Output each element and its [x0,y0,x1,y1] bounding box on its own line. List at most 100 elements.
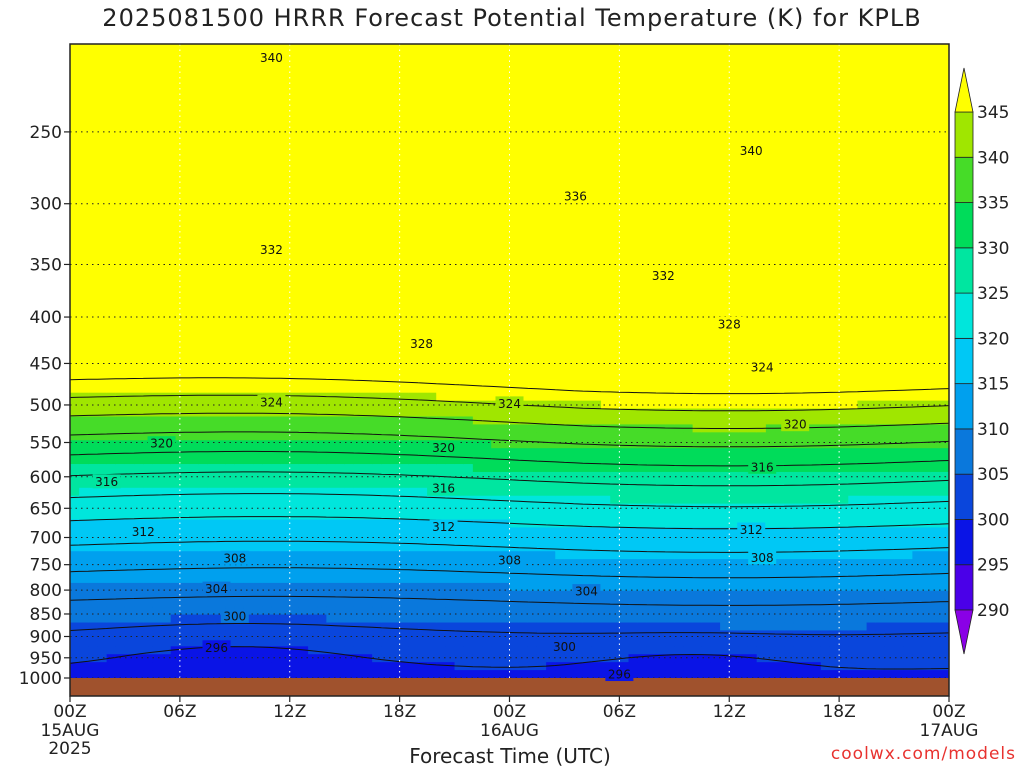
temperature-cell [546,511,556,521]
temperature-cell [170,606,181,616]
temperature-cell [124,226,135,235]
temperature-cell [628,51,639,61]
temperature-cell [234,384,245,394]
temperature-cell [70,83,80,93]
temperature-cell [262,273,273,283]
temperature-cell [363,361,373,370]
temperature-cell [518,186,529,196]
temperature-cell [454,368,465,378]
temperature-cell [271,551,282,560]
temperature-cell [417,226,428,235]
temperature-cell [106,91,117,101]
temperature-cell [445,67,456,77]
temperature-cell [225,479,236,489]
temperature-cell [298,147,309,156]
temperature-cell [198,511,208,521]
temperature-cell [88,234,99,243]
temperature-cell [335,345,346,354]
temperature-cell [189,170,199,180]
temperature-cell [509,464,520,473]
temperature-cell [482,75,492,85]
temperature-cell [317,464,327,473]
temperature-cell [70,622,80,632]
temperature-cell [344,202,355,212]
temperature-cell [390,202,401,212]
temperature-cell [344,535,355,544]
temperature-cell [536,479,547,489]
temperature-cell [427,218,437,227]
temperature-cell [463,44,474,53]
temperature-cell [106,162,117,172]
temperature-cell [198,123,208,132]
temperature-cell [225,59,236,69]
temperature-cell [243,345,254,354]
temperature-cell [152,376,163,386]
temperature-cell [619,257,630,267]
temperature-cell [372,273,382,283]
temperature-cell [344,139,355,148]
temperature-cell [280,479,291,489]
temperature-cell [573,345,584,354]
temperature-cell [628,471,639,481]
temperature-cell [390,107,401,116]
temperature-cell [482,519,492,529]
temperature-cell [308,376,318,386]
temperature-cell [170,178,181,188]
temperature-cell [271,234,282,243]
temperature-cell [445,91,456,101]
temperature-cell [335,662,346,671]
temperature-cell [555,464,566,473]
temperature-cell [482,131,492,140]
temperature-cell [262,408,273,418]
temperature-cell [344,527,355,536]
temperature-cell [152,471,163,481]
temperature-cell [271,606,282,616]
temperature-cell [234,638,245,647]
temperature-cell [234,178,245,188]
temperature-cell [527,91,538,101]
temperature-cell [427,670,437,678]
temperature-cell [143,273,154,283]
temperature-cell [372,424,382,433]
temperature-cell [436,337,447,346]
temperature-cell [417,162,428,172]
temperature-cell [207,400,218,410]
temperature-cell [482,606,492,616]
temperature-cell [124,218,135,227]
temperature-cell [491,139,501,148]
temperature-cell [546,392,556,402]
temperature-cell [298,218,309,227]
temperature-cell [472,464,483,473]
temperature-cell [326,432,337,441]
temperature-cell [527,646,538,655]
temperature-cell [363,329,373,338]
temperature-cell [189,487,199,497]
temperature-cell [115,598,126,608]
temperature-cell [243,440,254,449]
temperature-cell [619,503,630,513]
temperature-cell [335,432,346,441]
temperature-cell [628,527,639,536]
temperature-cell [344,400,355,410]
temperature-cell [317,123,327,132]
temperature-cell [298,606,309,616]
temperature-cell [564,265,575,275]
temperature-cell [161,630,172,639]
temperature-cell [619,139,630,148]
temperature-cell [88,527,99,536]
temperature-cell [491,250,501,259]
temperature-cell [637,297,648,307]
temperature-cell [463,226,474,235]
temperature-cell [225,464,236,473]
temperature-cell [417,297,428,307]
temperature-cell [134,353,144,362]
temperature-cell [518,139,529,148]
temperature-cell [134,59,144,69]
temperature-cell [234,448,245,457]
temperature-cell [280,75,291,85]
temperature-cell [417,305,428,315]
temperature-cell [582,44,593,53]
temperature-cell [70,329,80,338]
temperature-cell [262,503,273,513]
